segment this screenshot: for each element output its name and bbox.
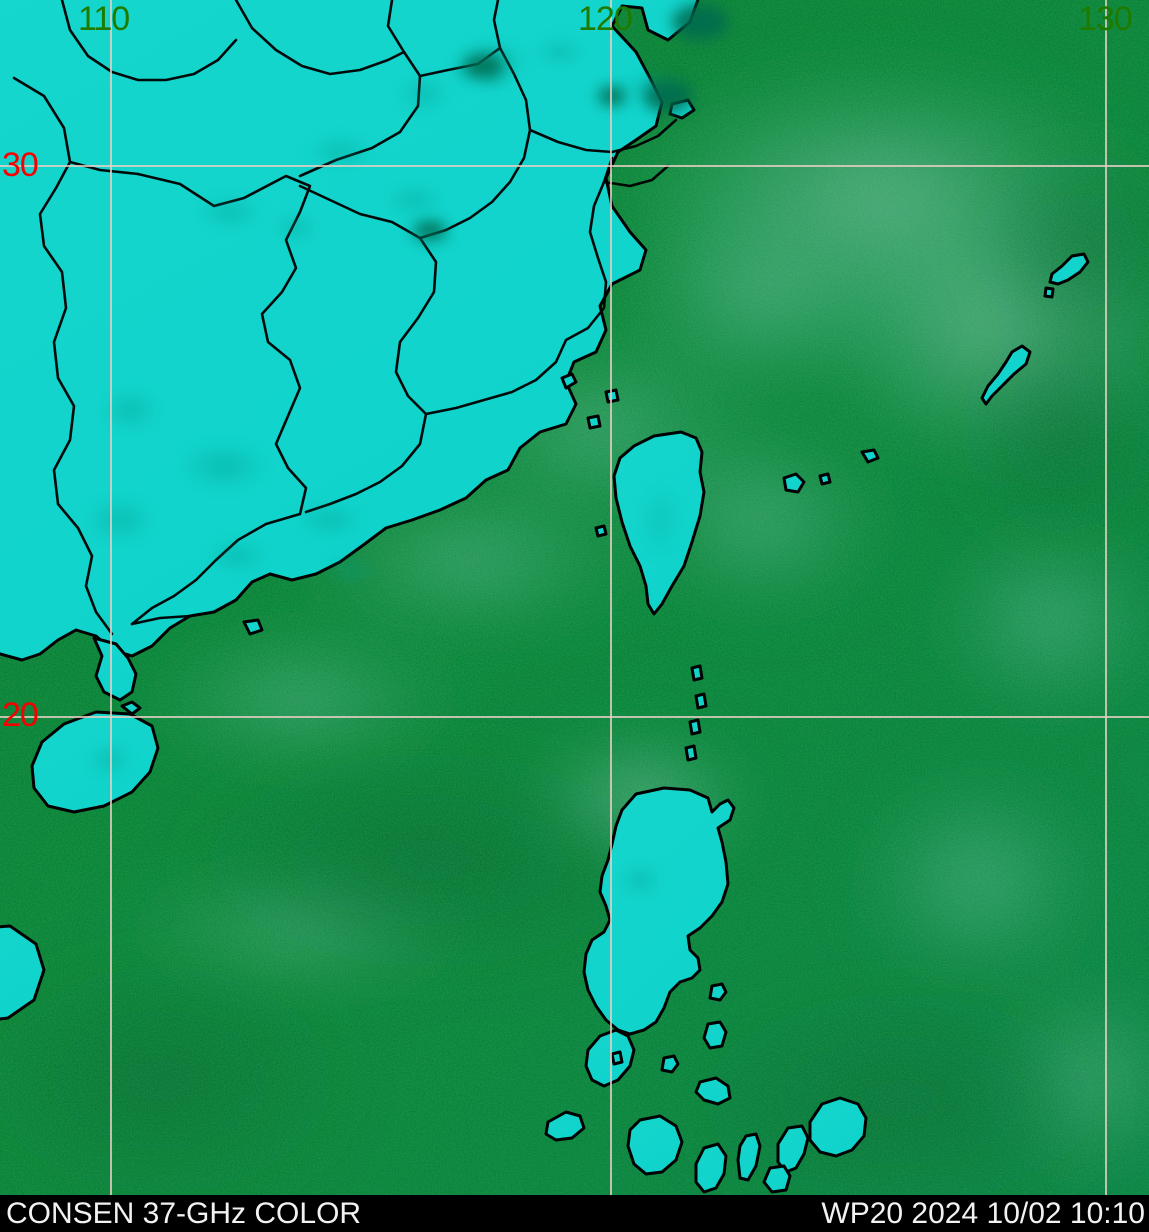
landmass-leizhou-peninsula [92, 636, 138, 702]
province-border-layer [12, 0, 678, 636]
landmass-palawan-tip [544, 1110, 586, 1142]
landmass-islet-east-taiwan-a [782, 472, 806, 494]
landmass-luzon [582, 786, 736, 1036]
storm-timestamp-label: WP20 2024 10/02 10:10 [821, 1197, 1145, 1230]
landmass-islet-batanes-d [684, 744, 698, 762]
landmass-samar [808, 1096, 868, 1158]
terrain-dark-ridges [414, 4, 728, 239]
caption-bar: CONSEN 37-GHz COLOR WP20 2024 10/02 10:1… [0, 1195, 1149, 1232]
landmass-islet-batanes-c [688, 718, 702, 736]
landmass-penghu-islet [594, 524, 608, 538]
landmass-leyte [776, 1124, 810, 1174]
landmass-polillo [708, 982, 728, 1002]
landmass-catanduanes [702, 1020, 728, 1050]
landmass-amami [1048, 252, 1090, 286]
landmass-islet-batanes-b [694, 692, 708, 710]
landmass-islet-batanes-a [690, 664, 704, 682]
longitude-label-120: 120 [578, 0, 633, 38]
landmass-marinduque [660, 1054, 680, 1074]
landmass-islet-east-taiwan-b [860, 448, 880, 464]
landmass-masbate [694, 1076, 732, 1106]
province-border-3 [130, 512, 302, 626]
province-border-5 [298, 184, 438, 514]
landmass-negros [694, 1142, 728, 1194]
province-border-6 [424, 338, 568, 416]
landmass-islet-china-coast-c [604, 388, 620, 404]
latitude-label-20: 20 [2, 696, 39, 734]
landmass-islet-hongkong [242, 618, 264, 636]
landmass-islet-west-luzon [610, 1050, 624, 1066]
landmass-islet-china-coast-a [560, 372, 578, 390]
longitude-label-130: 130 [1078, 0, 1133, 38]
landmass-islet-west-edge [0, 924, 46, 1021]
landmass-okinawa [980, 344, 1032, 406]
province-border-10 [234, 0, 406, 76]
landmass-ryukyu-islet [1043, 286, 1055, 299]
province-border-8 [528, 128, 614, 154]
landmass-islet-hainan-north [120, 700, 142, 716]
province-border-11 [60, 0, 238, 82]
landmass-bohol [762, 1164, 792, 1194]
landmass-islet-east-taiwan-c [818, 472, 832, 486]
province-border-12 [68, 160, 140, 176]
satellite-raster-svg [0, 0, 1149, 1195]
satellite-raster: 110 120 130 30 20 [0, 0, 1149, 1195]
province-border-15 [602, 164, 670, 188]
province-border-16 [130, 614, 192, 626]
landmass-cebu [736, 1132, 762, 1182]
product-label: CONSEN 37-GHz COLOR [6, 1197, 362, 1230]
latitude-label-30: 30 [2, 146, 39, 184]
province-border-9 [564, 156, 614, 342]
landmass-panay [626, 1114, 684, 1176]
landmass-islet-china-coast-b [586, 414, 602, 430]
longitude-label-110: 110 [78, 0, 130, 38]
province-border-14 [610, 118, 678, 154]
